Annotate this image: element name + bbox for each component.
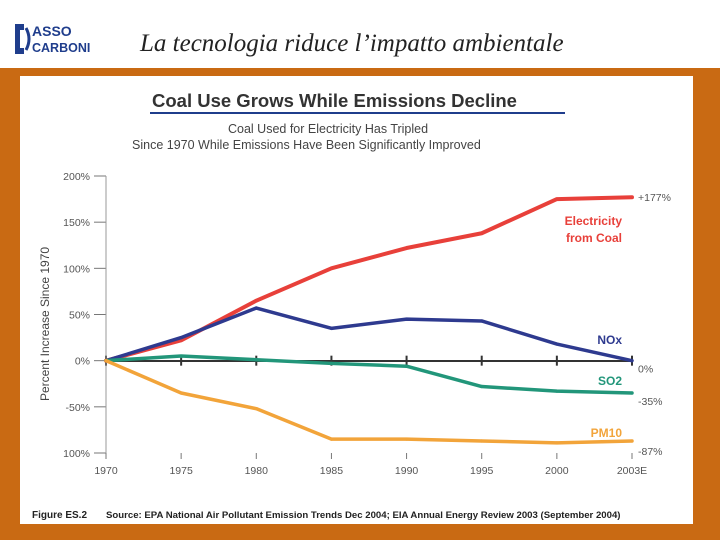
logo-arc-icon (24, 27, 31, 51)
series-label-nox: NOx (597, 333, 622, 347)
data-point-pm10 (329, 437, 334, 441)
series-line-pm10 (104, 358, 634, 445)
y-tick-label: 100% (63, 263, 90, 275)
data-point-pm10 (480, 439, 484, 443)
data-point-pm10 (254, 407, 258, 411)
x-tick-label: 1980 (245, 465, 269, 477)
series-label-electricity-from-coal: Electricity (565, 214, 623, 228)
x-tick-label: 2003E (617, 465, 647, 477)
y-tick-label: 150% (63, 217, 90, 229)
data-point-nox (254, 306, 258, 310)
figure-caption-label: Figure ES.2 (32, 510, 87, 521)
end-value-label-electricity-from-coal: +177% (638, 192, 671, 204)
data-point-pm10 (630, 439, 634, 443)
series-line-nox (104, 306, 634, 363)
data-point-electricity-from-coal (404, 246, 409, 250)
data-point-nox (404, 317, 409, 321)
slide-header: ASSO CARBONI La tecnologia riduce l’impa… (0, 0, 720, 68)
chart-title: Coal Use Grows While Emissions Decline (152, 90, 517, 111)
chart-subtitle-line2: Since 1970 While Emissions Have Been Sig… (132, 138, 481, 152)
x-tick-label: 2000 (545, 465, 569, 477)
end-value-label-pm10: -87% (638, 446, 663, 458)
data-point-so2 (404, 364, 409, 368)
y-tick-label: 50% (69, 310, 90, 322)
logo-line1: ASSO (32, 23, 72, 39)
x-tick-label: 1995 (470, 465, 494, 477)
series-label-so2: SO2 (598, 374, 622, 388)
data-point-so2 (254, 358, 258, 362)
data-point-electricity-from-coal (254, 299, 258, 303)
data-point-electricity-from-coal (480, 231, 484, 235)
data-point-nox (555, 342, 559, 346)
data-point-so2 (630, 391, 634, 395)
data-point-nox (630, 359, 634, 363)
data-point-electricity-from-coal (555, 197, 559, 201)
chart: 200% 150% 100% 50% 0% -50% 100% 1970 1975 1980 198… (32, 90, 671, 521)
logo-mark-icon (15, 24, 24, 54)
data-point-so2 (179, 354, 183, 358)
logo-line2: CARBONI (32, 41, 90, 55)
data-point-so2 (480, 384, 484, 389)
chart-subtitle-line1: Coal Used for Electricity Has Tripled (228, 122, 428, 136)
x-tick-label: 1970 (94, 465, 118, 477)
figure-caption-source: Source: EPA National Air Pollutant Emiss… (106, 510, 621, 521)
data-point-electricity-from-coal (630, 195, 634, 199)
chart-panel: 200% 150% 100% 50% 0% -50% 100% 1970 1975 1980 198… (20, 76, 693, 524)
series-label-electricity-from-coal: from Coal (566, 231, 622, 245)
data-point-nox (480, 319, 484, 323)
data-point-pm10 (404, 437, 409, 441)
data-point-electricity-from-coal (329, 266, 334, 270)
y-tick-label: 200% (63, 171, 90, 183)
end-value-label-so2: -35% (638, 396, 663, 408)
x-tick-label: 1985 (320, 465, 344, 477)
series-label-pm10: PM10 (591, 426, 623, 440)
y-tick-label: 0% (75, 356, 90, 368)
y-tick-label: -50% (65, 402, 90, 414)
data-point-pm10 (104, 359, 108, 363)
y-axis-label: Percent Increase Since 1970 (38, 247, 52, 401)
data-point-pm10 (555, 441, 559, 445)
data-point-nox (179, 335, 183, 340)
series-line-so2 (104, 354, 634, 395)
slide-title: La tecnologia riduce l’impatto ambiental… (140, 30, 564, 57)
x-tick-label: 1990 (395, 465, 419, 477)
end-value-label-nox: 0% (638, 364, 653, 376)
asso-carboni-logo: ASSO CARBONI (15, 23, 90, 55)
data-point-nox (329, 326, 334, 330)
y-tick-label: 100% (63, 448, 90, 460)
data-point-so2 (329, 361, 334, 366)
data-point-pm10 (179, 391, 183, 395)
data-point-so2 (555, 389, 559, 393)
x-tick-label: 1975 (169, 465, 193, 477)
